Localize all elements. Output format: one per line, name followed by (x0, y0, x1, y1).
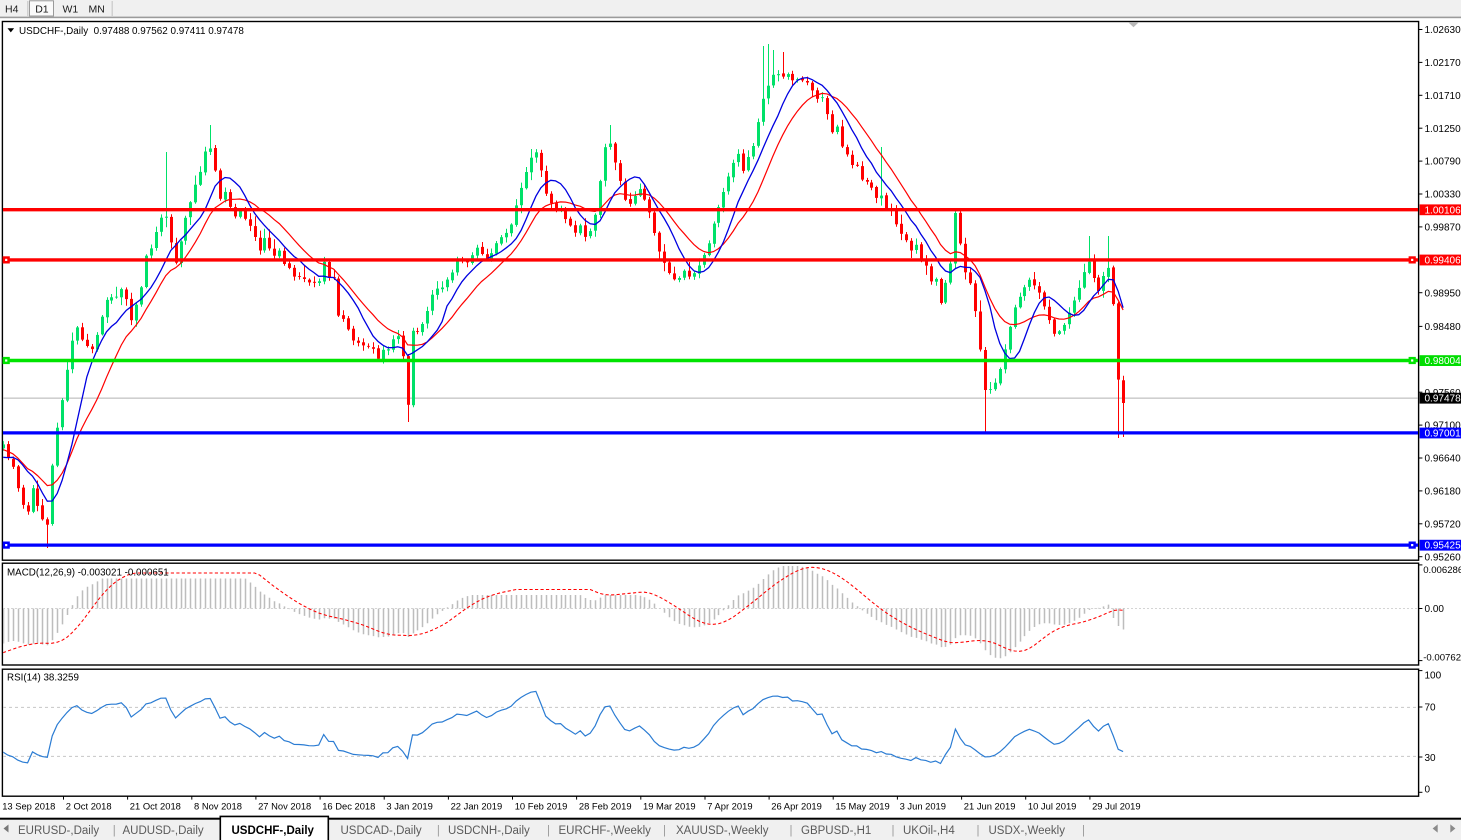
svg-text:70: 70 (1425, 703, 1437, 714)
svg-text:22 Jan 2019: 22 Jan 2019 (451, 801, 503, 812)
svg-text:0.97478: 0.97478 (1425, 394, 1461, 405)
svg-text:8 Nov 2018: 8 Nov 2018 (194, 801, 242, 812)
svg-text:0.95425: 0.95425 (1425, 541, 1461, 552)
svg-text:USDCHF-,Daily 0.97488 0.97562: USDCHF-,Daily 0.97488 0.97562 0.97411 0.… (19, 26, 244, 37)
svg-text:1.00790: 1.00790 (1425, 157, 1461, 168)
svg-text:|: | (977, 825, 980, 837)
svg-text:1.01250: 1.01250 (1425, 124, 1461, 135)
svg-text:|: | (1082, 825, 1085, 837)
svg-text:0.95260: 0.95260 (1425, 552, 1461, 563)
svg-text:UKOil-,H4: UKOil-,H4 (903, 825, 955, 837)
svg-text:RSI(14) 38.3259: RSI(14) 38.3259 (7, 673, 79, 684)
svg-text:1.00330: 1.00330 (1425, 190, 1461, 201)
svg-text:16 Dec 2018: 16 Dec 2018 (322, 801, 375, 812)
svg-text:GBPUSD-,H1: GBPUSD-,H1 (801, 825, 871, 837)
svg-text:26 Apr 2019: 26 Apr 2019 (771, 801, 822, 812)
svg-text:3 Jun 2019: 3 Jun 2019 (900, 801, 946, 812)
svg-text:|: | (113, 825, 116, 837)
svg-text:0.95720: 0.95720 (1425, 519, 1461, 530)
svg-text:29 Jul 2019: 29 Jul 2019 (1092, 801, 1140, 812)
svg-text:19 Mar 2019: 19 Mar 2019 (643, 801, 696, 812)
svg-text:0.99870: 0.99870 (1425, 223, 1461, 234)
svg-text:|: | (663, 825, 666, 837)
svg-text:0: 0 (1425, 784, 1431, 795)
svg-text:USDCHF-,Daily: USDCHF-,Daily (232, 825, 315, 837)
svg-text:MN: MN (89, 3, 105, 15)
svg-text:10 Feb 2019: 10 Feb 2019 (515, 801, 568, 812)
svg-text:3 Jan 2019: 3 Jan 2019 (386, 801, 432, 812)
svg-text:0.96640: 0.96640 (1425, 454, 1461, 465)
svg-text:28 Feb 2019: 28 Feb 2019 (579, 801, 632, 812)
svg-text:USDCNH-,Daily: USDCNH-,Daily (448, 825, 530, 837)
svg-text:0.99406: 0.99406 (1425, 256, 1461, 267)
svg-text:USDCAD-,Daily: USDCAD-,Daily (341, 825, 422, 837)
svg-text:7 Apr 2019: 7 Apr 2019 (707, 801, 752, 812)
svg-text:|: | (790, 825, 793, 837)
svg-text:15 May 2019: 15 May 2019 (836, 801, 890, 812)
svg-text:1.00106: 1.00106 (1425, 205, 1461, 216)
svg-text:|: | (437, 825, 440, 837)
svg-text:0.00: 0.00 (1425, 604, 1445, 615)
svg-text:1.02630: 1.02630 (1425, 25, 1461, 36)
svg-text:XAUUSD-,Weekly: XAUUSD-,Weekly (676, 825, 769, 837)
svg-text:30: 30 (1425, 753, 1437, 764)
svg-text:21 Jun 2019: 21 Jun 2019 (964, 801, 1016, 812)
svg-text:13 Sep 2018: 13 Sep 2018 (2, 801, 55, 812)
svg-text:EURUSD-,Daily: EURUSD-,Daily (18, 825, 99, 837)
svg-text:|: | (892, 825, 895, 837)
svg-text:0.98004: 0.98004 (1425, 356, 1461, 367)
svg-text:0.006286: 0.006286 (1423, 565, 1461, 576)
svg-text:W1: W1 (63, 3, 79, 15)
svg-text:0.97001: 0.97001 (1425, 429, 1461, 440)
svg-text:1.02170: 1.02170 (1425, 58, 1461, 69)
svg-text:D1: D1 (35, 3, 49, 15)
svg-text:2 Oct 2018: 2 Oct 2018 (66, 801, 112, 812)
svg-text:|: | (547, 825, 550, 837)
svg-text:0.96180: 0.96180 (1425, 487, 1461, 498)
svg-text:USDX-,Weekly: USDX-,Weekly (989, 825, 1066, 837)
svg-text:AUDUSD-,Daily: AUDUSD-,Daily (123, 825, 204, 837)
svg-text:0.98480: 0.98480 (1425, 322, 1461, 333)
svg-text:1.01710: 1.01710 (1425, 91, 1461, 102)
svg-text:-0.00762: -0.00762 (1423, 653, 1461, 664)
svg-text:H4: H4 (5, 3, 19, 15)
svg-text:21 Oct 2018: 21 Oct 2018 (130, 801, 181, 812)
svg-text:MACD(12,26,9) -0.003021 -0.000: MACD(12,26,9) -0.003021 -0.000651 (7, 567, 169, 578)
svg-text:27 Nov 2018: 27 Nov 2018 (258, 801, 311, 812)
svg-text:0.97100: 0.97100 (1425, 421, 1461, 432)
svg-text:EURCHF-,Weekly: EURCHF-,Weekly (559, 825, 652, 837)
svg-text:0.98950: 0.98950 (1425, 288, 1461, 299)
svg-text:100: 100 (1425, 671, 1442, 682)
svg-text:10 Jul 2019: 10 Jul 2019 (1028, 801, 1076, 812)
